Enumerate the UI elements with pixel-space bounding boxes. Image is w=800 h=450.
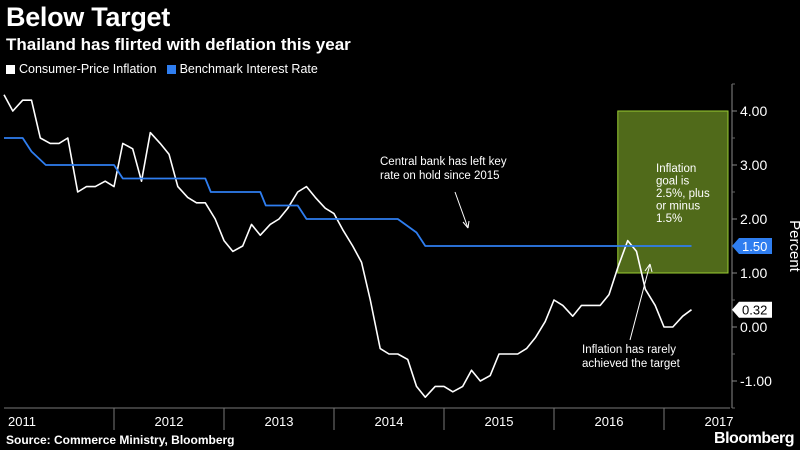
annotation-target-line: Inflation [656,163,696,175]
value-tag-inflation [732,301,772,318]
legend-swatch-rate [166,64,176,74]
annotation-target-line: 1.5% [656,213,682,225]
annotation-rate-arrow [454,191,469,229]
x-tick-label: 2013 [265,414,294,429]
annotation-rate-line: rate on hold since 2015 [380,170,500,182]
legend-item-inflation: Consumer-Price Inflation [6,62,157,76]
x-tick-label: 2014 [375,414,404,429]
legend-label-inflation: Consumer-Price Inflation [19,62,157,76]
annotation-rate-line: Central bank has left key [380,156,507,168]
value-tag-rate [732,238,772,254]
source-note: Source: Commerce Ministry, Bloomberg [6,433,235,447]
series-line-inflation [3,94,692,398]
annotation-target-line: or minus [656,201,700,213]
x-tick-label: 2015 [485,414,514,429]
value-label-inflation: 0.32 [742,303,767,318]
x-tick-label: 2012 [155,414,184,429]
legend-swatch-inflation [6,64,15,74]
y-tick-label: 1.00 [740,265,767,281]
series-line-rate [4,137,692,247]
chart-title: Below Target [6,2,170,32]
annotation-inflation-line: achieved the target [582,358,681,370]
annotation-inflation-arrow [629,263,651,341]
annotation-inflation-line: Inflation has rarely [582,344,676,356]
y-tick-label: 4.00 [740,103,767,119]
annotation-target-line: 2.5%, plus [656,188,710,200]
arrow-head [644,263,653,273]
bloomberg-logo: Bloomberg [714,430,794,447]
x-tick-label: 2016 [595,414,624,429]
annotation-target-line: goal is [656,176,689,188]
legend-label-rate: Benchmark Interest Rate [179,62,318,76]
y-tick-label: 2.00 [740,211,767,227]
legend: Consumer-Price Inflation Benchmark Inter… [6,62,328,76]
arrow-head [462,220,470,229]
chart-subtitle: Thailand has flirted with deflation this… [6,35,351,54]
y-axis-label: Percent [786,220,800,273]
value-label-rate: 1.50 [742,239,767,254]
y-tick-label: -1.00 [740,373,772,389]
legend-item-rate: Benchmark Interest Rate [166,62,318,76]
y-tick-label: 0.00 [740,319,767,335]
y-tick-label: 3.00 [740,157,767,173]
x-tick-label: 2017 [705,414,734,429]
x-tick-label: 2011 [8,414,36,429]
